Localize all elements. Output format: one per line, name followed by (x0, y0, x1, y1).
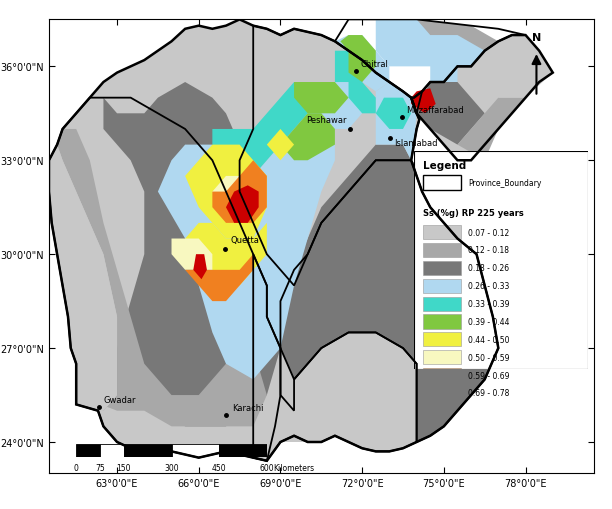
Text: Karachi: Karachi (232, 403, 263, 412)
Polygon shape (335, 51, 362, 83)
Polygon shape (57, 130, 267, 427)
Text: Quetta: Quetta (230, 235, 259, 244)
Polygon shape (253, 417, 417, 458)
Polygon shape (294, 83, 348, 114)
Polygon shape (226, 186, 259, 223)
Polygon shape (376, 98, 411, 130)
Polygon shape (321, 83, 362, 130)
Polygon shape (49, 146, 117, 411)
Polygon shape (457, 98, 526, 161)
Polygon shape (267, 130, 294, 161)
Polygon shape (185, 223, 267, 286)
Polygon shape (340, 36, 376, 83)
Polygon shape (417, 83, 485, 146)
Polygon shape (411, 36, 553, 161)
Polygon shape (171, 239, 212, 270)
Polygon shape (280, 114, 335, 161)
Polygon shape (335, 36, 389, 92)
Polygon shape (376, 20, 485, 83)
Text: Peshawar: Peshawar (307, 116, 347, 125)
Polygon shape (185, 146, 267, 239)
Polygon shape (193, 254, 207, 279)
Text: N: N (532, 33, 541, 43)
Polygon shape (158, 114, 335, 380)
Text: Islamabad: Islamabad (395, 139, 438, 148)
Polygon shape (485, 36, 553, 98)
Polygon shape (103, 83, 280, 427)
Text: Chitral: Chitral (360, 60, 388, 69)
Polygon shape (212, 161, 267, 223)
Polygon shape (280, 146, 498, 442)
Polygon shape (348, 83, 376, 114)
Polygon shape (411, 89, 436, 114)
Polygon shape (212, 177, 253, 208)
Polygon shape (212, 83, 321, 177)
Text: Muzaffarabad: Muzaffarabad (406, 106, 464, 115)
Polygon shape (417, 20, 498, 67)
Text: Gwadar: Gwadar (104, 395, 136, 404)
Polygon shape (376, 83, 417, 161)
Polygon shape (49, 20, 498, 461)
Polygon shape (185, 254, 253, 301)
Polygon shape (49, 20, 594, 473)
